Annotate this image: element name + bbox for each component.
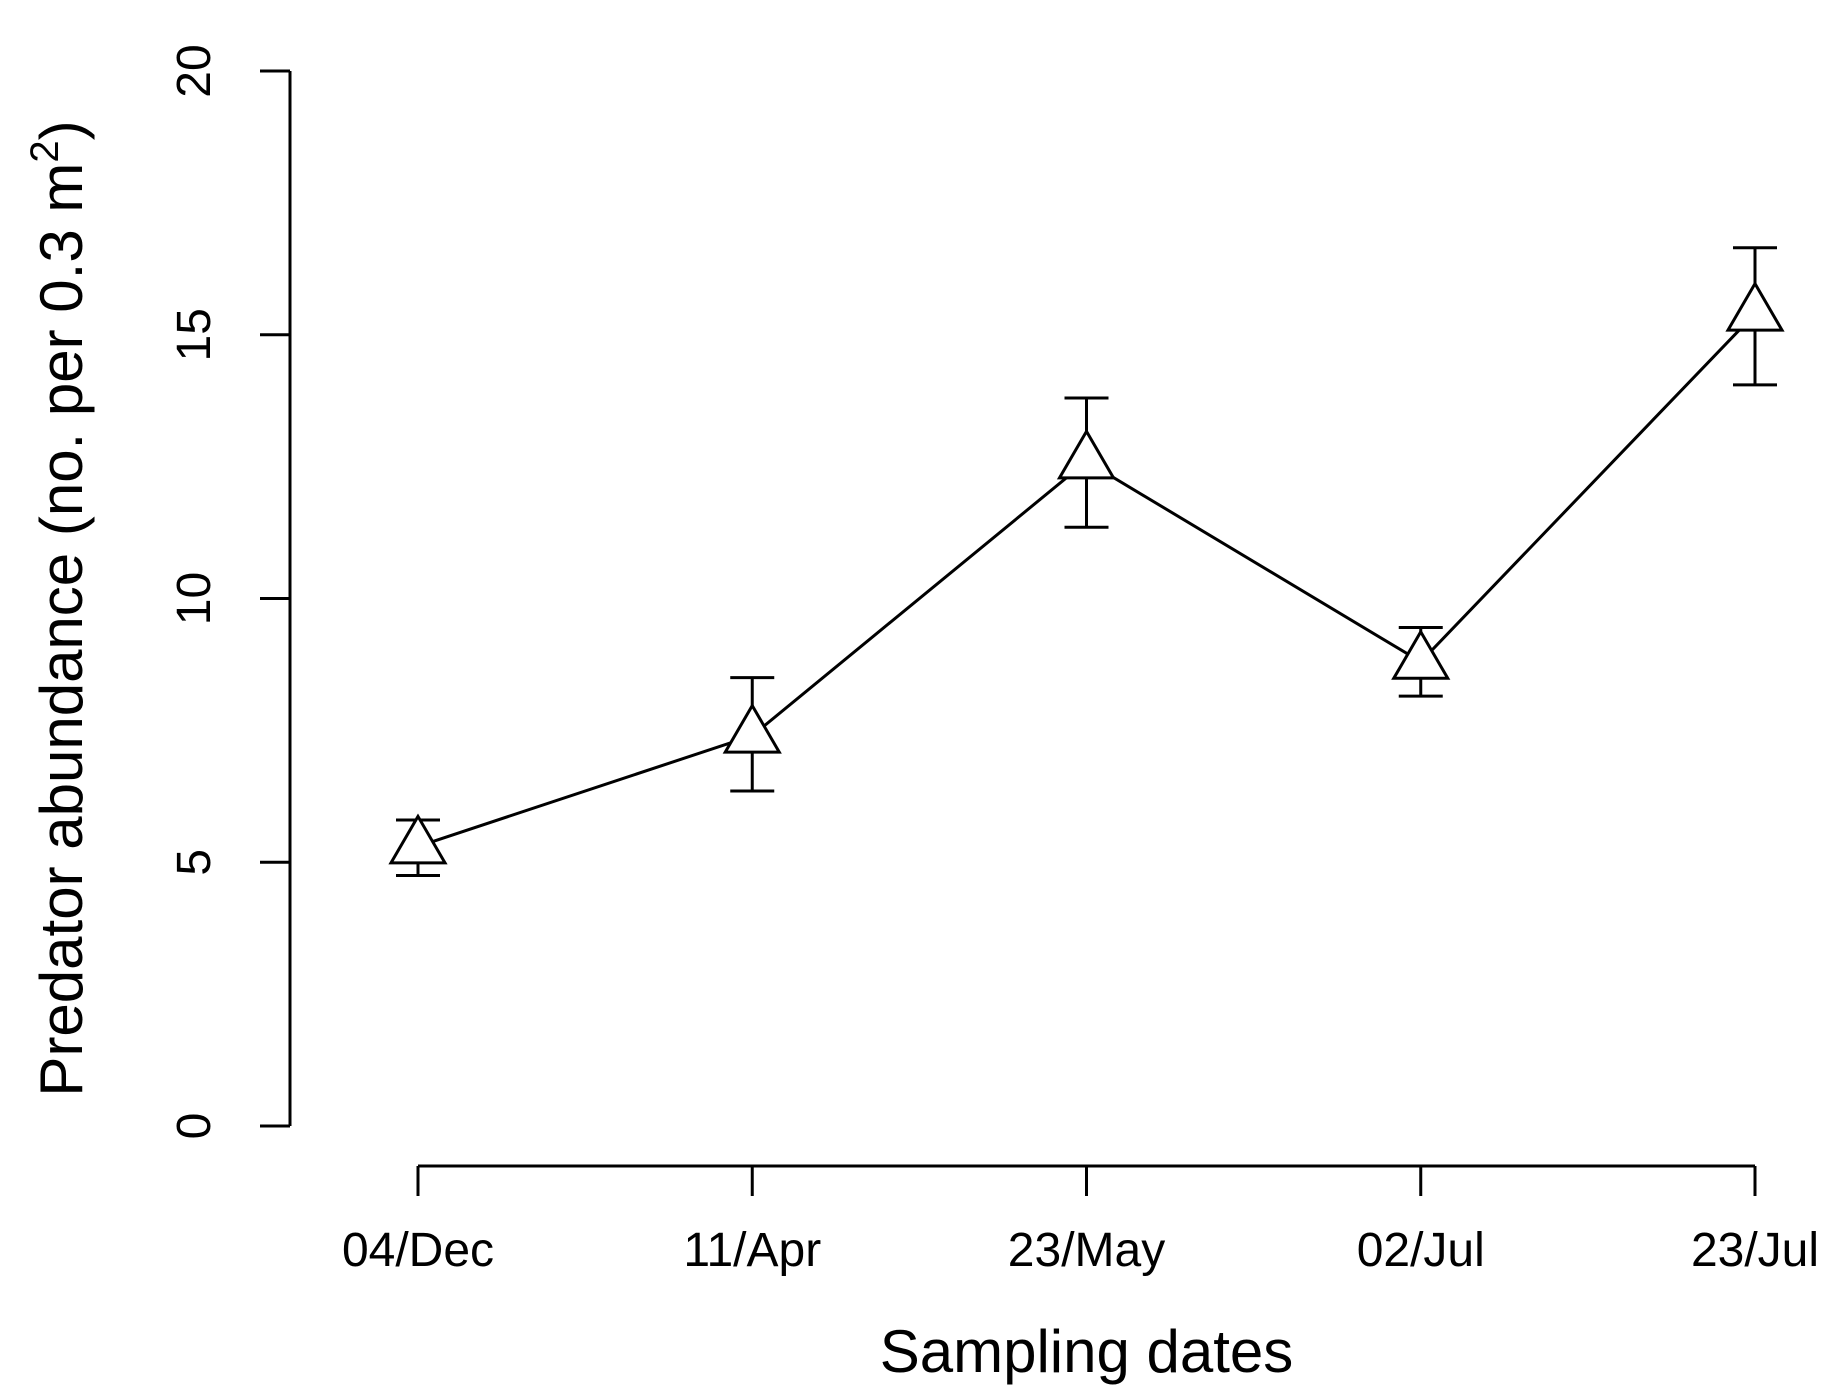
plot-area bbox=[388, 246, 1785, 877]
data-point-marker bbox=[722, 702, 782, 754]
y-tick-label: 15 bbox=[168, 308, 221, 361]
error-bars bbox=[396, 246, 1777, 877]
x-tick-label: 04/Dec bbox=[342, 1224, 494, 1277]
data-point-marker bbox=[388, 813, 448, 865]
x-tick-label: 23/May bbox=[1008, 1224, 1165, 1277]
x-axis-title: Sampling dates bbox=[880, 1318, 1294, 1385]
y-axis-title-superscript: 2 bbox=[23, 140, 67, 162]
data-markers bbox=[388, 280, 1785, 865]
y-axis: 0 5 10 15 20 bbox=[168, 44, 292, 1139]
y-tick-label: 5 bbox=[168, 849, 221, 876]
series-line bbox=[417, 312, 1757, 848]
y-tick-label: 0 bbox=[168, 1113, 221, 1140]
y-axis-title-main: Predator abundance (no. per 0.3 m bbox=[28, 163, 95, 1097]
y-ticks: 0 5 10 15 20 bbox=[168, 44, 290, 1139]
x-ticks: 04/Dec 11/Apr 23/May 02/Jul 23/Jul bbox=[342, 1166, 1819, 1277]
data-point-marker bbox=[1056, 428, 1117, 480]
x-axis: 04/Dec 11/Apr 23/May 02/Jul 23/Jul bbox=[342, 1164, 1819, 1277]
x-tick-label: 11/Apr bbox=[683, 1224, 821, 1277]
data-point-marker bbox=[1391, 628, 1451, 680]
y-tick-label: 10 bbox=[168, 572, 221, 625]
y-tick-label: 20 bbox=[168, 44, 221, 97]
x-tick-label: 23/Jul bbox=[1691, 1224, 1819, 1277]
y-axis-title: Predator abundance (no. per 0.3 m2) bbox=[23, 120, 95, 1096]
y-axis-title-close: ) bbox=[28, 120, 95, 140]
data-point-marker bbox=[1725, 280, 1785, 332]
x-tick-label: 02/Jul bbox=[1357, 1224, 1485, 1277]
